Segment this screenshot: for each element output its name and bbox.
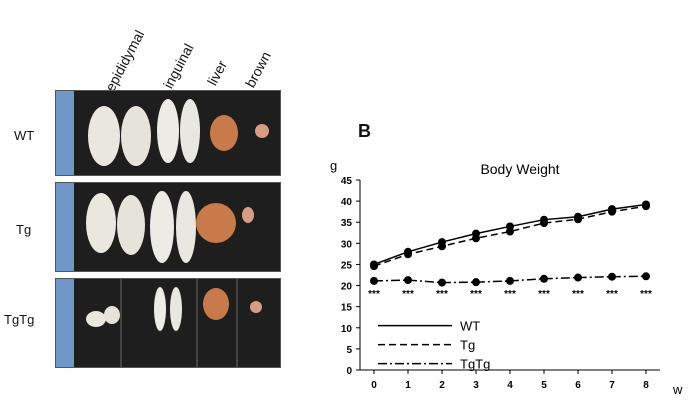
data-point-tg	[642, 202, 650, 211]
y-tick-label: 0	[346, 366, 352, 377]
significance-annotation: ***	[640, 289, 652, 300]
data-point-tg	[574, 215, 582, 224]
chart-title: Body Weight	[480, 161, 559, 177]
column-label-inguinal: inguinal	[159, 40, 197, 91]
data-point-tg	[370, 262, 378, 271]
y-tick-label: 15	[341, 303, 353, 314]
data-point-tg	[472, 234, 480, 243]
significance-annotation: ***	[606, 289, 618, 300]
chart-annotations: *** *** *** *** *** *** *** *** ***	[368, 289, 652, 300]
tissue-image-tgtg	[56, 279, 262, 367]
x-tick-label: 1	[405, 380, 411, 391]
significance-annotation: ***	[368, 289, 380, 300]
x-tick-label: 3	[473, 380, 479, 391]
row-label-wt: WT	[14, 128, 35, 143]
tissue-image-tg	[56, 183, 254, 271]
column-label-brown: brown	[241, 48, 274, 90]
column-label-epididymal: epididymal	[101, 27, 148, 94]
x-tick-label: 6	[575, 380, 581, 391]
data-point-tgtg	[642, 272, 650, 281]
y-tick-label: 5	[346, 345, 352, 356]
y-tick-label: 10	[341, 324, 353, 335]
y-tick-label: 25	[341, 260, 353, 271]
significance-annotation: ***	[504, 289, 516, 300]
y-tick-label: 30	[341, 239, 353, 250]
data-point-tgtg	[574, 273, 582, 282]
data-point-tgtg	[608, 272, 616, 281]
tissue-photo-wt	[55, 90, 281, 176]
y-tick-label: 20	[341, 282, 353, 293]
tissue-image-wt	[56, 91, 269, 175]
y-tick-label: 45	[341, 176, 353, 187]
legend-label-wt: WT	[460, 319, 480, 334]
data-point-tgtg	[540, 274, 548, 283]
data-point-tg	[438, 242, 446, 251]
significance-annotation: ***	[436, 289, 448, 300]
x-axis-label: w	[672, 382, 683, 397]
x-tick-label: 5	[541, 380, 547, 391]
tissue-photo-tgtg	[55, 278, 281, 368]
data-point-tgtg	[472, 278, 480, 287]
x-tick-label: 8	[643, 380, 649, 391]
series-line-tg	[373, 205, 647, 267]
data-point-tg	[404, 250, 412, 259]
y-axis-label: g	[330, 158, 337, 173]
x-tick-label: 0	[371, 380, 377, 391]
x-tick-label: 7	[609, 380, 615, 391]
row-label-tg: Tg	[16, 222, 32, 237]
data-point-tg	[608, 207, 616, 216]
significance-annotation: ***	[402, 289, 414, 300]
data-point-tgtg	[404, 276, 412, 285]
data-point-tg	[540, 219, 548, 228]
data-point-tgtg	[438, 278, 446, 287]
tissue-photo-tg	[55, 182, 281, 272]
data-point-tgtg	[506, 276, 514, 285]
chart-series	[370, 200, 650, 287]
x-tick-label: 4	[507, 380, 513, 391]
legend-label-tg: Tg	[460, 338, 475, 353]
row-label-tgtg: TgTg	[4, 312, 35, 327]
column-label-liver: liver	[203, 57, 231, 88]
data-point-tgtg	[370, 276, 378, 285]
y-tick-label: 40	[341, 197, 353, 208]
significance-annotation: ***	[470, 289, 482, 300]
significance-annotation: ***	[572, 289, 584, 300]
legend-label-tgtg: TgTg	[460, 357, 490, 372]
data-point-tg	[506, 227, 514, 236]
significance-annotation: ***	[538, 289, 550, 300]
y-tick-label: 35	[341, 218, 353, 229]
x-tick-label: 2	[439, 380, 445, 391]
panel-letter: B	[358, 121, 371, 141]
